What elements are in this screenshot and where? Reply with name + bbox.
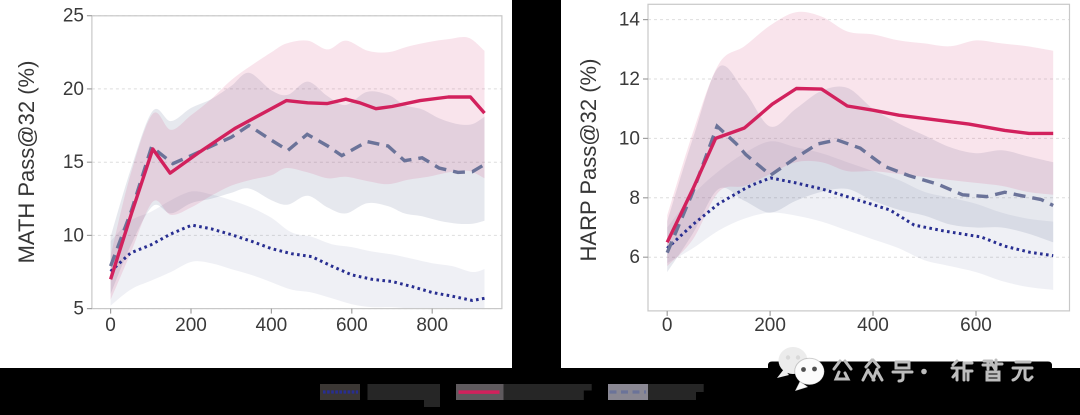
- svg-text:HARP Pass@32 (%): HARP Pass@32 (%): [576, 59, 601, 262]
- svg-text:10: 10: [619, 128, 640, 149]
- svg-text:12: 12: [619, 69, 640, 90]
- svg-text:200: 200: [754, 315, 786, 336]
- svg-text:5: 5: [73, 299, 84, 320]
- svg-text:600: 600: [960, 315, 992, 336]
- svg-text:25: 25: [63, 6, 84, 27]
- svg-text:200: 200: [175, 315, 207, 336]
- svg-text:6: 6: [629, 247, 640, 268]
- svg-text:15: 15: [63, 152, 84, 173]
- svg-text:14: 14: [619, 10, 641, 31]
- svg-text:8: 8: [629, 188, 640, 209]
- svg-text:MATH Pass@32 (%): MATH Pass@32 (%): [14, 61, 39, 264]
- svg-text:10: 10: [63, 225, 84, 246]
- svg-text:0: 0: [662, 315, 673, 336]
- svg-text:800: 800: [416, 315, 448, 336]
- svg-text:600: 600: [336, 315, 368, 336]
- svg-text:400: 400: [256, 315, 288, 336]
- svg-text:20: 20: [63, 79, 84, 100]
- svg-text:400: 400: [857, 315, 889, 336]
- svg-text:0: 0: [105, 315, 116, 336]
